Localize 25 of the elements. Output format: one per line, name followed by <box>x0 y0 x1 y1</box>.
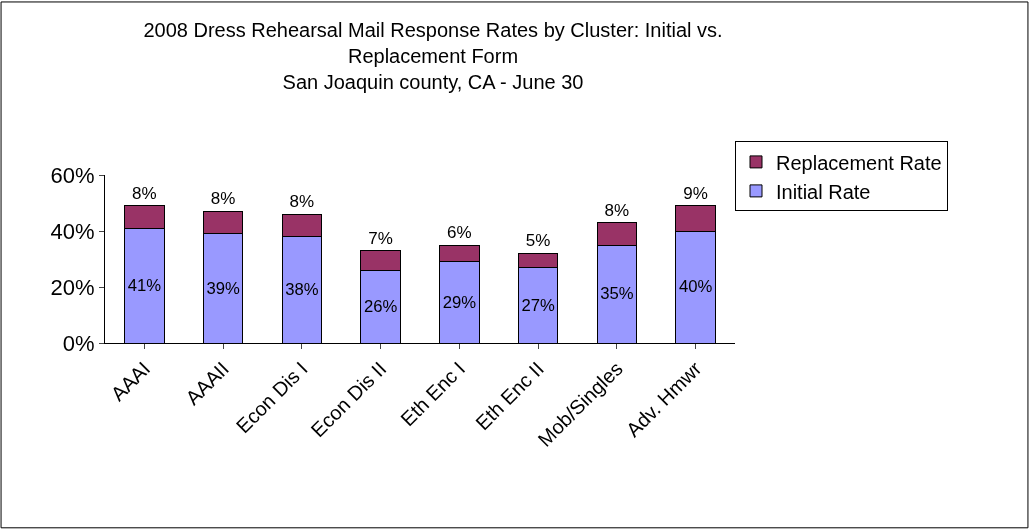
x-tick-label: Eth Enc I <box>396 357 470 431</box>
chart-title: 2008 Dress Rehearsal Mail Response Rates by Cluster: Initial vs. Replacement Form <box>143 19 723 68</box>
data-label: 6% <box>447 223 472 242</box>
data-label: 9% <box>683 183 708 203</box>
data-label: 8% <box>604 200 630 220</box>
data-label: 8% <box>132 183 157 203</box>
data-label: 38% <box>285 280 319 300</box>
y-tick-label: 40% <box>50 218 95 244</box>
y-tick-label: 0% <box>62 330 95 356</box>
data-label: 29% <box>442 292 477 312</box>
data-label: 8% <box>210 189 236 209</box>
data-label: 8% <box>289 192 315 212</box>
data-label: 40% <box>678 277 713 297</box>
y-tick-label: 20% <box>50 274 95 300</box>
data-label: 27% <box>521 295 555 315</box>
legend-label: Initial Rate <box>776 180 871 203</box>
data-label: 41% <box>127 275 162 295</box>
legend-label: Replacement Rate <box>776 151 942 174</box>
data-label: 7% <box>368 228 393 248</box>
data-label: 5% <box>525 231 551 251</box>
data-label: 26% <box>363 296 398 316</box>
y-tick-label: 60% <box>50 162 95 188</box>
data-label: 35% <box>600 284 634 304</box>
data-label: 39% <box>206 278 240 298</box>
chart-subtitle: San Joaquin county, CA - June 30 <box>282 71 584 94</box>
